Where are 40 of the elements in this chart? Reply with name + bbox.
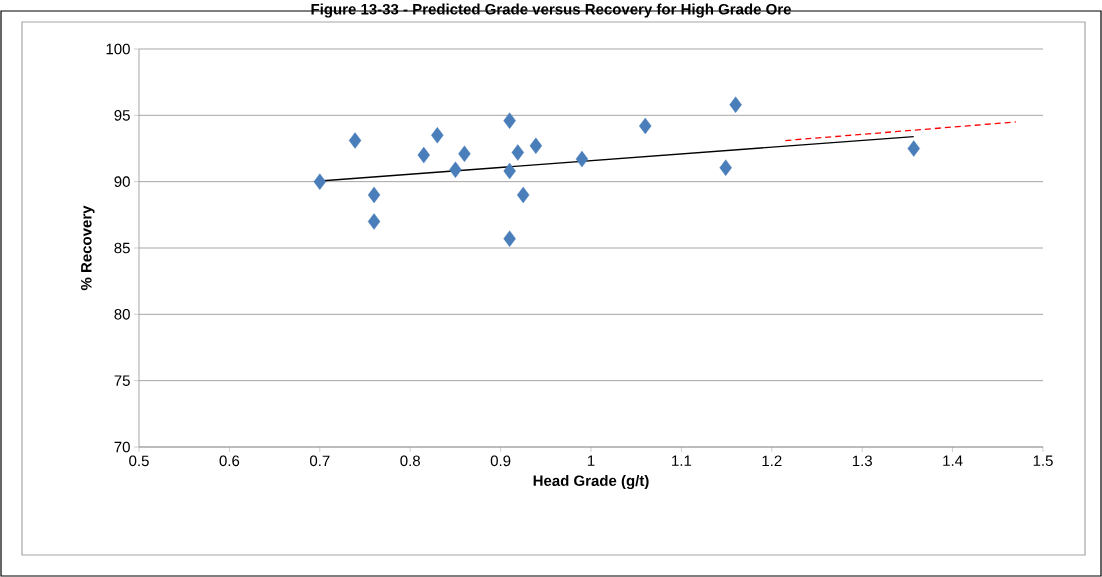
- point: [458, 145, 471, 162]
- chart-title: Figure 13-33 - Predicted Grade versus Recovery for High Grade Ore: [311, 3, 791, 18]
- y-axis-title: % Recovery: [81, 205, 95, 291]
- point: [449, 161, 462, 178]
- y-tick-label: 90: [114, 176, 130, 187]
- x-axis-title: Head Grade (g/t): [533, 475, 649, 490]
- point: [503, 112, 516, 129]
- x-tick-label: 1: [587, 455, 595, 466]
- point: [639, 117, 652, 135]
- point: [417, 146, 430, 164]
- point: [511, 144, 524, 161]
- x-tick-label: 0.8: [400, 455, 420, 467]
- x-tick-label: 0.9: [490, 455, 511, 467]
- x-tick-label: 1.3: [852, 455, 872, 467]
- point: [313, 173, 327, 190]
- y-tick-label: 85: [114, 242, 130, 254]
- point: [503, 230, 516, 247]
- point: [431, 127, 444, 144]
- y-tick-label: 100: [106, 43, 130, 55]
- y-tick-label: 70: [114, 441, 130, 453]
- point: [529, 137, 543, 155]
- y-tick-label: 95: [114, 110, 130, 121]
- x-tick-label: 0.5: [129, 455, 149, 467]
- x-tick-label: 1.2: [762, 455, 782, 466]
- x-tick-label: 1.1: [672, 455, 692, 466]
- x-tick-label: 1.5: [1033, 455, 1053, 466]
- y-tick-label: 80: [114, 309, 130, 320]
- point: [719, 159, 732, 176]
- point: [367, 213, 381, 230]
- point: [503, 162, 516, 180]
- point: [907, 140, 920, 157]
- x-tick-label: 0.7: [309, 455, 330, 467]
- point: [348, 132, 362, 149]
- point: [575, 150, 589, 168]
- x-tick-label: 0.6: [219, 455, 240, 467]
- point: [517, 186, 530, 204]
- x-tick-label: 1.4: [943, 455, 963, 466]
- y-tick-label: 75: [114, 375, 130, 386]
- point: [367, 186, 381, 204]
- point: [729, 96, 742, 113]
